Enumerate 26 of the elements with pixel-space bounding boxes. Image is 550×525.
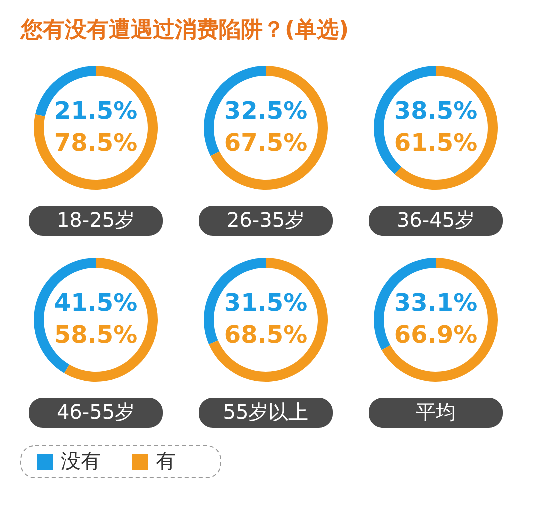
donut-slice bbox=[395, 66, 498, 190]
legend-label: 有 bbox=[156, 449, 176, 473]
legend-label: 没有 bbox=[61, 449, 101, 473]
data-label: 67.5% bbox=[224, 129, 308, 157]
donut-slice bbox=[382, 258, 498, 382]
data-label: 41.5% bbox=[54, 289, 138, 317]
donut-slice bbox=[209, 258, 328, 382]
text: 18-25岁 bbox=[56, 208, 136, 232]
data-label: 21.5% bbox=[54, 97, 138, 125]
data-label: 31.5% bbox=[224, 289, 308, 317]
text: 26-35岁 bbox=[226, 208, 306, 232]
data-label: 38.5% bbox=[394, 97, 478, 125]
text: 平均 bbox=[416, 400, 456, 424]
data-label: 33.1% bbox=[394, 289, 478, 317]
text: 55岁以上 bbox=[223, 400, 309, 424]
data-label: 78.5% bbox=[54, 129, 138, 157]
text: 46-55岁 bbox=[56, 400, 136, 424]
text: 36-45岁 bbox=[396, 208, 476, 232]
data-label: 58.5% bbox=[54, 321, 138, 349]
text: 您有没有遭遇过消费陷阱？(单选) bbox=[20, 18, 350, 43]
data-label: 68.5% bbox=[224, 321, 308, 349]
donut-slice bbox=[210, 66, 328, 190]
donut-slice bbox=[34, 66, 158, 190]
data-label: 32.5% bbox=[224, 97, 308, 125]
data-label: 61.5% bbox=[394, 129, 478, 157]
data-label: 66.9% bbox=[394, 321, 478, 349]
